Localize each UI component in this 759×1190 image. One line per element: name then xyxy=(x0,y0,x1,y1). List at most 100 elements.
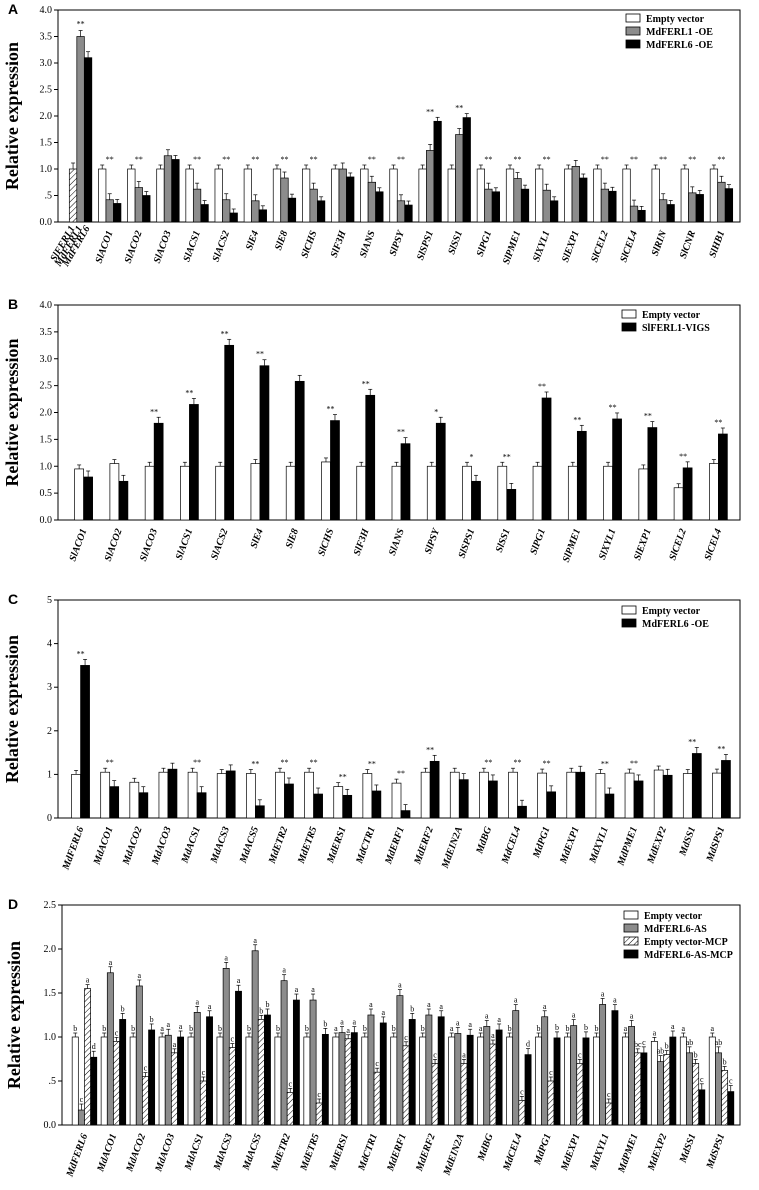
bar xyxy=(564,1036,571,1126)
y-tick-label: 4 xyxy=(47,639,52,650)
bar xyxy=(637,209,646,223)
bar xyxy=(391,782,402,819)
bar xyxy=(600,188,610,223)
bar xyxy=(508,771,518,819)
legend-swatch xyxy=(623,936,639,946)
bar xyxy=(142,1076,149,1126)
significance-letter: c xyxy=(700,1075,704,1084)
bar xyxy=(688,192,697,223)
bar-group: * SlPSY xyxy=(423,407,446,556)
bar xyxy=(74,468,84,521)
significance-mark: ** xyxy=(644,412,652,421)
category-label: SlACS2 xyxy=(211,229,232,263)
bar xyxy=(105,199,114,223)
bar xyxy=(712,772,722,819)
category-label: MdBG xyxy=(476,1132,496,1164)
category-label: MdERS1 xyxy=(325,825,349,865)
bar xyxy=(727,1091,735,1126)
bar xyxy=(491,191,500,223)
bar xyxy=(567,465,578,521)
significance-letter: a xyxy=(237,976,241,985)
significance-mark: ** xyxy=(601,155,609,164)
significance-mark: ** xyxy=(630,759,638,768)
category-label: SlSS1 xyxy=(446,229,465,256)
bar xyxy=(164,1034,172,1126)
y-tick-label: 2.5 xyxy=(40,381,53,392)
legend-swatch xyxy=(621,309,637,319)
bar xyxy=(142,195,151,223)
bar xyxy=(576,430,587,521)
legend-swatch xyxy=(625,13,641,23)
bar xyxy=(391,465,402,521)
bar xyxy=(396,995,404,1126)
panel-letter: C xyxy=(8,591,18,607)
bar xyxy=(691,753,702,819)
significance-mark: ** xyxy=(538,382,546,391)
significance-mark: ** xyxy=(397,428,405,437)
bar xyxy=(189,404,199,521)
bar-group: ** SlCEL4 xyxy=(703,418,728,562)
significance-letter: b xyxy=(363,1024,367,1033)
bar xyxy=(419,1036,427,1126)
y-tick-label: 5 xyxy=(47,595,52,606)
bar xyxy=(640,1052,648,1126)
legend-label: Empty vector xyxy=(646,14,705,25)
category-label: MdETR2 xyxy=(269,1132,293,1173)
bar xyxy=(608,190,617,223)
category-label: MdCTR1 xyxy=(356,1132,380,1173)
category-label: SlPME1 xyxy=(561,527,583,564)
y-tick-label: 2.0 xyxy=(40,408,53,419)
bar xyxy=(303,1036,311,1126)
significance-letter: c xyxy=(433,1050,437,1059)
bar xyxy=(71,774,81,819)
bar-group: ** MdCTR1 xyxy=(354,760,382,866)
y-tick-label: 1.5 xyxy=(40,138,53,149)
bar xyxy=(426,150,435,223)
bar xyxy=(708,1036,716,1126)
bar xyxy=(512,1010,520,1126)
bar-group: ** SlF3H xyxy=(352,379,376,557)
legend-label: Empty vector xyxy=(642,310,701,321)
bar-group: SlACO3 xyxy=(152,149,180,265)
legend: Empty vector SlFERL1-VIGS xyxy=(621,309,710,334)
bar xyxy=(458,779,469,819)
bar-group: ** SlCEL2 xyxy=(589,155,617,264)
bar-group: ** SlCNR xyxy=(678,155,704,260)
bar-group: b a c a MdETR2 xyxy=(269,966,300,1173)
bar xyxy=(605,1102,613,1126)
bar xyxy=(535,168,544,223)
bar-group: aab b c MdSPS1 xyxy=(704,1024,735,1171)
bar xyxy=(153,422,164,521)
bar-group: ** SlPG1 xyxy=(528,382,552,556)
significance-mark: ** xyxy=(135,155,143,164)
category-label: SlCHS xyxy=(299,229,319,260)
bar-group: MdEXP1 xyxy=(558,765,586,866)
category-label: SlEXP1 xyxy=(632,527,654,562)
significance-letter: c xyxy=(115,1028,119,1037)
significance-letter: b xyxy=(121,1004,125,1013)
significance-letter: a xyxy=(340,1018,344,1027)
significance-letter: b xyxy=(131,1024,135,1033)
category-label: SlPG1 xyxy=(475,229,494,258)
bar xyxy=(338,1032,346,1126)
bar xyxy=(488,780,498,819)
category-label: MdERF2 xyxy=(414,1132,438,1173)
legend-swatch xyxy=(621,605,637,615)
legend-label: MdFERL6-AS-MCP xyxy=(644,950,733,961)
bar-group: ** SlCEL2 xyxy=(667,452,693,562)
y-tick-label: 1.5 xyxy=(40,434,53,445)
bar xyxy=(433,120,442,223)
category-label: MdCTR1 xyxy=(354,825,378,866)
bar xyxy=(80,665,90,819)
y-tick-label: .5 xyxy=(49,1076,57,1087)
bar xyxy=(524,1054,532,1126)
significance-letter: a xyxy=(173,1040,177,1049)
bar xyxy=(483,1026,491,1126)
significance-letter: a xyxy=(295,985,299,994)
significance-letter: c xyxy=(231,1035,235,1044)
bar xyxy=(250,463,261,521)
significance-letter: a xyxy=(671,1022,675,1031)
significance-letter: a xyxy=(346,1026,350,1035)
bar xyxy=(715,1052,722,1126)
bar xyxy=(435,422,446,521)
